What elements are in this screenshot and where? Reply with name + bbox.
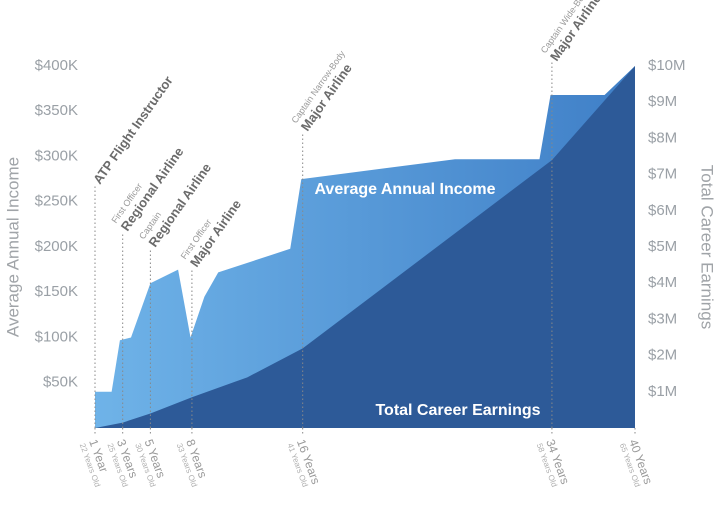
y2-tick-label: $2M bbox=[648, 347, 677, 364]
y2-tick-label: $7M bbox=[648, 166, 677, 183]
y-tick-label: $250K bbox=[35, 193, 78, 210]
y2-tick-label: $9M bbox=[648, 93, 677, 110]
y2-tick-label: $3M bbox=[648, 310, 677, 327]
y2-tick-label: $1M bbox=[648, 383, 677, 400]
y-axis-title: Average Annual Income bbox=[3, 157, 22, 337]
y2-tick-label: $10M bbox=[648, 57, 686, 74]
y2-axis-title: Total Career Earnings bbox=[698, 165, 717, 329]
y-tick-label: $400K bbox=[35, 57, 78, 74]
y2-tick-label: $8M bbox=[648, 129, 677, 146]
series-label: Average Annual Income bbox=[314, 181, 495, 198]
y2-tick-label: $4M bbox=[648, 274, 677, 291]
series-label: Total Career Earnings bbox=[375, 402, 540, 419]
y-tick-label: $50K bbox=[43, 374, 78, 391]
area bbox=[95, 66, 635, 428]
y-tick-label: $100K bbox=[35, 328, 78, 345]
y-tick-label: $300K bbox=[35, 147, 78, 164]
y-tick-label: $150K bbox=[35, 283, 78, 300]
y-tick-label: $350K bbox=[35, 102, 78, 119]
y-tick-label: $200K bbox=[35, 238, 78, 255]
y2-tick-label: $5M bbox=[648, 238, 677, 255]
y2-tick-label: $6M bbox=[648, 202, 677, 219]
